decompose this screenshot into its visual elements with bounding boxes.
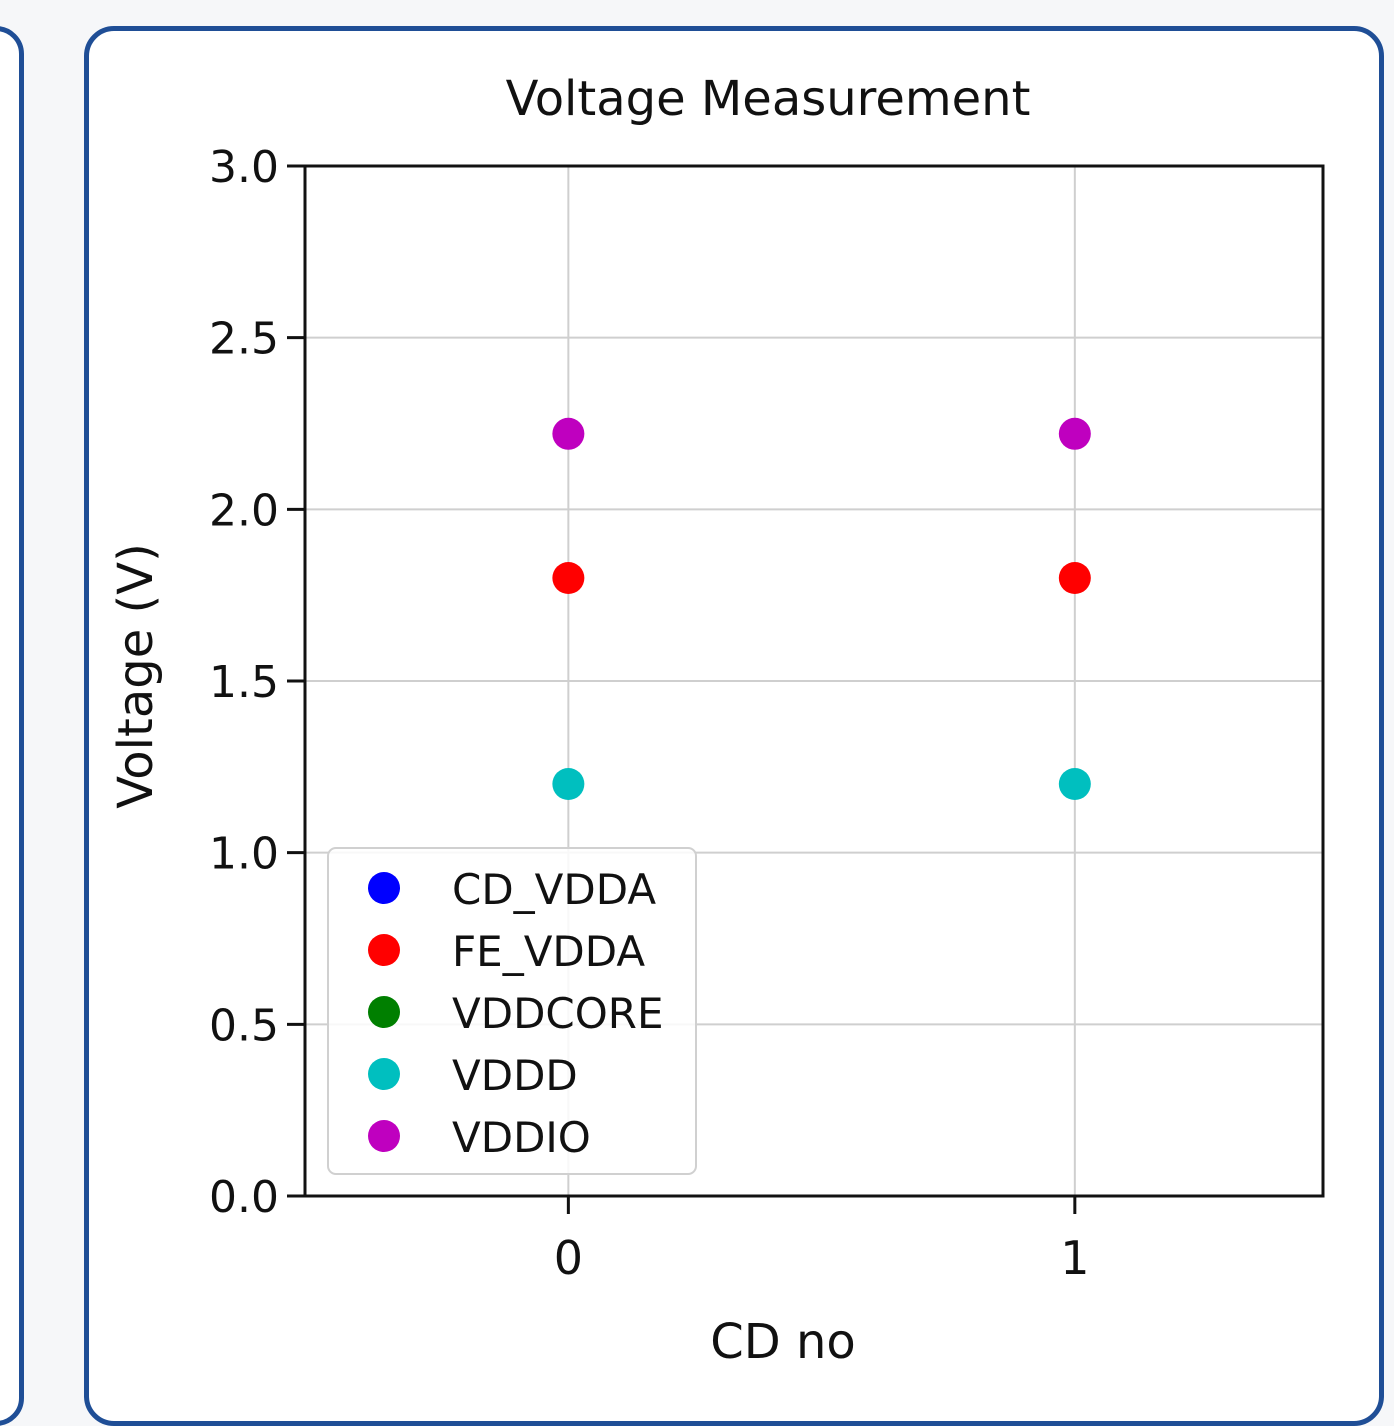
x-tick-label: 1 xyxy=(1060,1231,1089,1285)
x-tick-label: 0 xyxy=(554,1231,583,1285)
legend-marker xyxy=(368,996,400,1028)
legend-label: VDDD xyxy=(452,1051,578,1100)
chart-title: Voltage Measurement xyxy=(506,71,1031,127)
legend: CD_VDDA FE_VDDA VDDCORE VDDD VDDIO xyxy=(327,847,697,1175)
data-point-vddio xyxy=(1058,417,1091,450)
data-point-fe-vdda xyxy=(1058,562,1091,594)
legend-label: FE_VDDA xyxy=(452,927,645,976)
legend-box xyxy=(327,847,697,1175)
axis-ticks: 0.0 0.5 1.0 1.5 2.0 2.5 3.0 0 1 xyxy=(209,142,1089,1285)
voltage-chart: Voltage Measurement 0.0 0.5 1.0 1.5 2.0 2.5 3.… xyxy=(108,71,1325,1370)
left-panel-edge xyxy=(0,26,24,1426)
y-tick-label: 3.0 xyxy=(209,142,279,193)
legend-label: VDDIO xyxy=(452,1113,591,1162)
legend-marker xyxy=(368,1058,400,1090)
y-tick-label: 1.5 xyxy=(209,657,279,708)
y-axis-label: Voltage (V) xyxy=(108,543,164,809)
data-point-fe-vdda xyxy=(552,562,585,594)
chart-panel xyxy=(84,26,1384,1426)
legend-marker xyxy=(368,934,400,966)
y-tick-label: 0.0 xyxy=(209,1172,279,1223)
data-points xyxy=(552,417,1091,800)
data-point-vddd xyxy=(1058,768,1091,800)
y-tick-label: 0.5 xyxy=(209,1000,279,1051)
legend-label: CD_VDDA xyxy=(452,865,656,914)
y-tick-label: 2.0 xyxy=(209,485,279,536)
y-tick-label: 1.0 xyxy=(209,829,279,880)
legend-marker xyxy=(368,1120,400,1152)
x-axis-label: CD no xyxy=(710,1314,856,1370)
data-point-vddd xyxy=(552,768,585,800)
legend-marker xyxy=(368,872,400,904)
data-point-vddio xyxy=(552,417,585,450)
legend-label: VDDCORE xyxy=(452,989,664,1038)
grid-lines xyxy=(305,165,1323,1197)
y-tick-label: 2.5 xyxy=(209,314,279,365)
